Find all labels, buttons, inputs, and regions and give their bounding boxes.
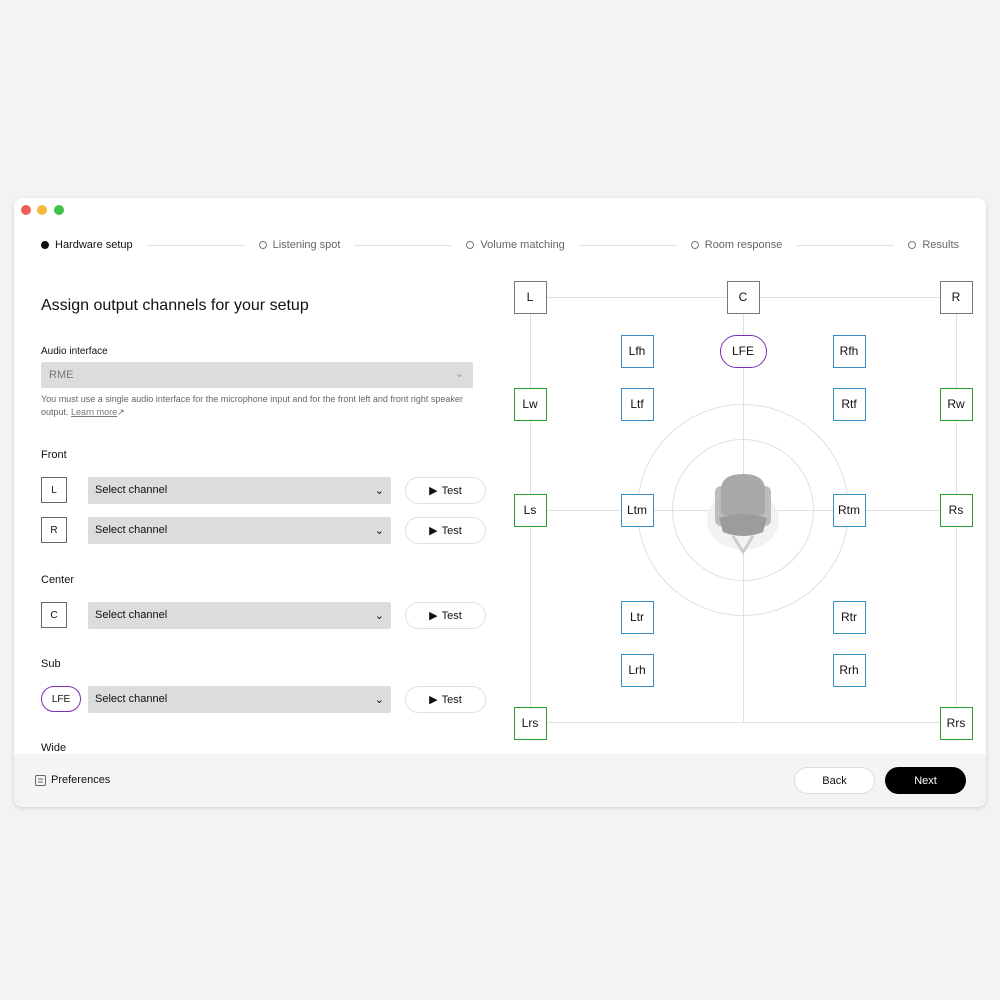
step-label: Results (922, 239, 960, 251)
step-label: Volume matching (480, 239, 565, 251)
speaker-lfe[interactable]: LFE (719, 334, 767, 368)
step-room-response[interactable]: Room response (690, 239, 783, 251)
speaker-rrs[interactable]: Rrs (939, 706, 973, 740)
step-listening-spot[interactable]: Listening spot (258, 239, 341, 251)
speaker-lfh[interactable]: Lfh (620, 334, 654, 368)
minimize-window-button[interactable] (37, 205, 47, 215)
close-window-button[interactable] (21, 205, 31, 215)
test-button-r[interactable]: ▶ Test (405, 517, 486, 544)
section-center: Center (41, 574, 75, 586)
channel-chip-lfe: LFE (41, 686, 81, 712)
speaker-rrh[interactable]: Rrh (832, 653, 866, 687)
footer-bar: Preferences Back Next (14, 754, 986, 807)
step-divider (146, 244, 245, 246)
speaker-ltf[interactable]: Ltf (620, 387, 654, 421)
step-divider (796, 244, 895, 246)
speaker-lw[interactable]: Lw (513, 387, 547, 421)
inner-listening-ring (672, 439, 814, 581)
external-link-icon: ↗ (117, 407, 125, 417)
select-channel-c[interactable]: Select channel ⌄ (88, 602, 391, 629)
stepper: Hardware setup Listening spot Volume mat… (41, 238, 959, 252)
play-icon: ▶ (429, 485, 438, 497)
chevron-down-icon: ⌄ (454, 368, 464, 380)
chevron-down-icon: ⌄ (374, 525, 384, 537)
test-label: Test (441, 693, 462, 706)
audio-interface-value: RME (49, 369, 74, 381)
step-dot-icon (908, 241, 917, 249)
speaker-lrs[interactable]: Lrs (513, 706, 547, 740)
step-label: Hardware setup (55, 239, 133, 251)
play-icon: ▶ (429, 525, 438, 537)
step-dot-icon (258, 241, 267, 249)
step-volume-matching[interactable]: Volume matching (466, 239, 565, 251)
step-label: Room response (704, 239, 783, 251)
speaker-c[interactable]: C (726, 280, 760, 314)
preferences-icon (35, 774, 46, 786)
zoom-window-button[interactable] (54, 205, 64, 215)
learn-more-link[interactable]: Learn more (71, 407, 118, 417)
speaker-ltr[interactable]: Ltr (620, 600, 654, 634)
chevron-down-icon: ⌄ (374, 694, 384, 706)
play-icon: ▶ (429, 694, 438, 706)
speaker-rs[interactable]: Rs (939, 493, 973, 527)
speaker-rtm[interactable]: Rtm (832, 493, 866, 527)
select-value: Select channel (95, 524, 168, 536)
speaker-rtr[interactable]: Rtr (832, 600, 866, 634)
speaker-r[interactable]: R (939, 280, 973, 314)
step-hardware-setup[interactable]: Hardware setup (41, 239, 133, 251)
test-button-c[interactable]: ▶ Test (405, 602, 486, 629)
next-button[interactable]: Next (885, 767, 966, 794)
step-label: Listening spot (272, 239, 341, 251)
select-channel-r[interactable]: Select channel ⌄ (88, 517, 391, 544)
help-text-body: You must use a single audio interface fo… (41, 394, 463, 417)
app-window: Hardware setup Listening spot Volume mat… (14, 198, 986, 807)
preferences-label: Preferences (51, 774, 111, 786)
test-button-lfe[interactable]: ▶ Test (405, 686, 486, 713)
test-label: Test (441, 609, 462, 622)
speaker-l[interactable]: L (513, 280, 547, 314)
speaker-lrh[interactable]: Lrh (620, 653, 654, 687)
chevron-down-icon: ⌄ (374, 485, 384, 497)
channel-chip-r: R (41, 517, 67, 543)
select-channel-l[interactable]: Select channel ⌄ (88, 477, 391, 504)
step-dot-icon (41, 241, 49, 249)
speaker-rw[interactable]: Rw (939, 387, 973, 421)
audio-interface-select[interactable]: RME ⌄ (41, 362, 473, 388)
select-channel-lfe[interactable]: Select channel ⌄ (88, 686, 391, 713)
section-wide: Wide (41, 742, 67, 754)
step-divider (354, 244, 453, 246)
help-text: You must use a single audio interface fo… (41, 393, 481, 419)
preferences-button[interactable]: Preferences (35, 774, 110, 786)
select-value: Select channel (95, 484, 168, 496)
test-button-l[interactable]: ▶ Test (405, 477, 486, 504)
speaker-rfh[interactable]: Rfh (832, 334, 866, 368)
select-value: Select channel (95, 609, 168, 621)
speaker-layout-diagram: L C R Lfh LFE Rfh Lw Ltf Rtf Rw Ls Ltm Rtm Rs Ltr Rtr Lr… (14, 198, 986, 754)
select-value: Select channel (95, 693, 168, 705)
section-sub: Sub (41, 658, 61, 670)
step-divider (578, 244, 677, 246)
step-dot-icon (690, 241, 699, 249)
back-button[interactable]: Back (794, 767, 875, 794)
step-results[interactable]: Results (908, 239, 959, 251)
step-dot-icon (466, 241, 475, 249)
speaker-rtf[interactable]: Rtf (832, 387, 866, 421)
play-icon: ▶ (429, 610, 438, 622)
speaker-ls[interactable]: Ls (513, 493, 547, 527)
page-title: Assign output channels for your setup (41, 297, 309, 314)
channel-chip-l: L (41, 477, 67, 503)
chevron-down-icon: ⌄ (374, 610, 384, 622)
section-front: Front (41, 449, 67, 461)
test-label: Test (441, 524, 462, 537)
audio-interface-label: Audio interface (41, 346, 108, 357)
chair-icon (707, 474, 779, 555)
channel-chip-c: C (41, 602, 67, 628)
speaker-ltm[interactable]: Ltm (620, 493, 654, 527)
test-label: Test (441, 484, 462, 497)
